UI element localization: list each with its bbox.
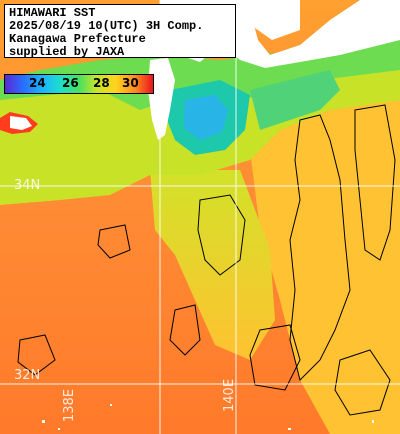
title-line-4: supplied by JAXA bbox=[9, 45, 125, 59]
cloud-specks bbox=[42, 404, 374, 430]
title-line-2: 2025/08/19 10(UTC) 3H Comp. bbox=[9, 19, 204, 33]
map-title-box: HIMAWARI SST 2025/08/19 10(UTC) 3H Comp.… bbox=[4, 4, 236, 59]
lon-label-138e: 138E bbox=[62, 388, 77, 422]
land-kanagawa bbox=[236, 0, 300, 40]
legend-tick-26: 26 bbox=[62, 76, 79, 90]
color-legend: 24 26 28 30 bbox=[4, 74, 154, 94]
tokyo-bay-area bbox=[250, 70, 340, 130]
sea-yellow-east bbox=[230, 40, 400, 434]
lat-label-32n: 32N bbox=[14, 368, 41, 383]
legend-tick-30: 30 bbox=[122, 76, 139, 90]
title-line-1: HIMAWARI SST bbox=[9, 6, 96, 20]
lat-label-34n: 34N bbox=[14, 178, 41, 193]
lon-label-140e: 140E bbox=[222, 378, 237, 412]
izu-peninsula bbox=[148, 58, 175, 140]
legend-tick-28: 28 bbox=[93, 76, 110, 90]
legend-tick-24: 24 bbox=[29, 76, 46, 90]
land-west-white bbox=[10, 116, 32, 130]
title-line-3: Kanagawa Prefecture bbox=[9, 32, 146, 46]
sagami-bay-core bbox=[184, 95, 228, 140]
cloud-outlines bbox=[17, 104, 396, 416]
